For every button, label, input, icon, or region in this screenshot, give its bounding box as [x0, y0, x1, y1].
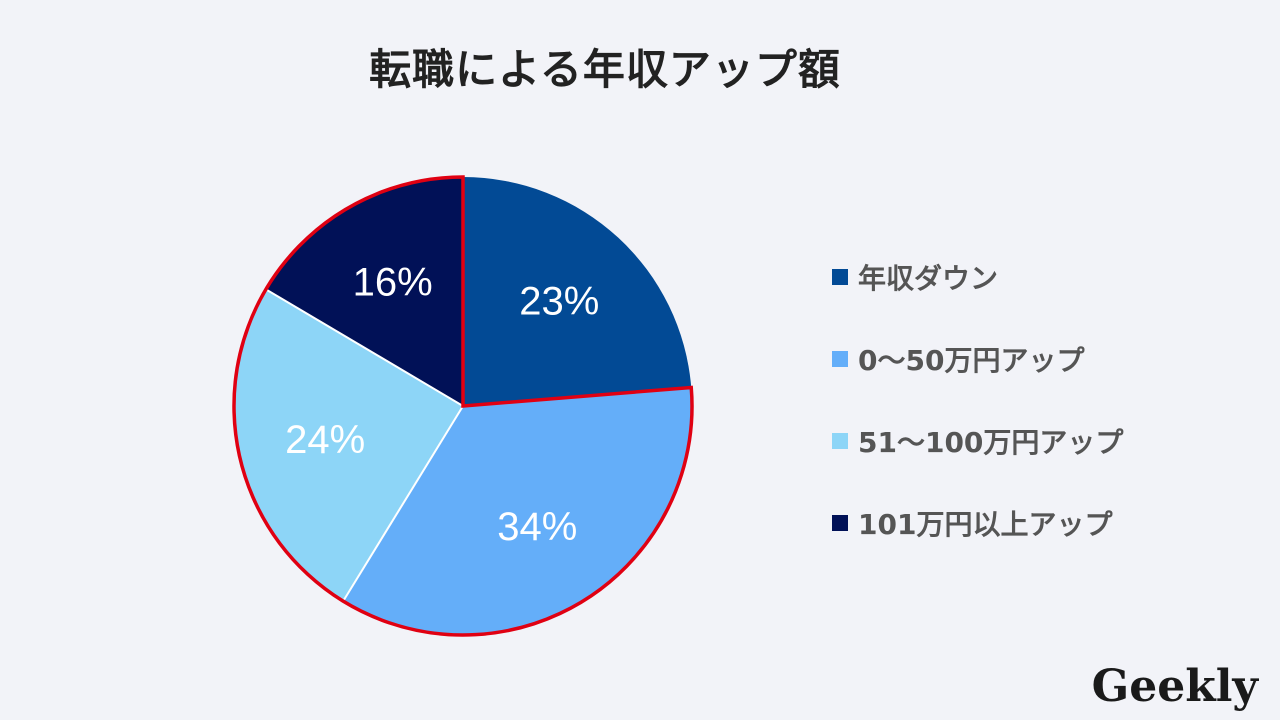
slice-separator	[265, 288, 464, 407]
brand-logo: Geekly	[1091, 661, 1258, 712]
pie-slice	[265, 177, 463, 406]
legend-item: 51～100万円アップ	[832, 416, 1123, 466]
legend-item: 0～50万円アップ	[832, 334, 1123, 384]
pie-slice	[463, 177, 692, 406]
slice-label: 16%	[353, 261, 433, 305]
legend-swatch	[832, 515, 848, 531]
legend-label: 年収ダウン	[858, 262, 999, 295]
legend-label: 0～50万円アップ	[858, 344, 1085, 377]
highlight-outline	[232, 175, 694, 637]
legend-label: 51～100万円アップ	[858, 426, 1124, 459]
chart-title: 転職による年収アップ額	[369, 45, 841, 94]
legend: 年収ダウン 0～50万円アップ 51～100万円アップ 101万円以上アップ	[832, 252, 1123, 580]
legend-item: 101万円以上アップ	[832, 498, 1123, 548]
slice-label: 34%	[497, 505, 577, 549]
legend-swatch	[832, 351, 848, 367]
legend-item: 年収ダウン	[832, 252, 1123, 302]
legend-swatch	[832, 269, 848, 285]
legend-swatch	[832, 433, 848, 449]
legend-label: 101万円以上アップ	[858, 508, 1113, 541]
slice-separator	[342, 405, 464, 602]
slice-label: 24%	[285, 418, 365, 462]
pie-slice	[234, 289, 463, 602]
pie-slice	[343, 387, 692, 636]
slice-label: 23%	[519, 280, 599, 324]
